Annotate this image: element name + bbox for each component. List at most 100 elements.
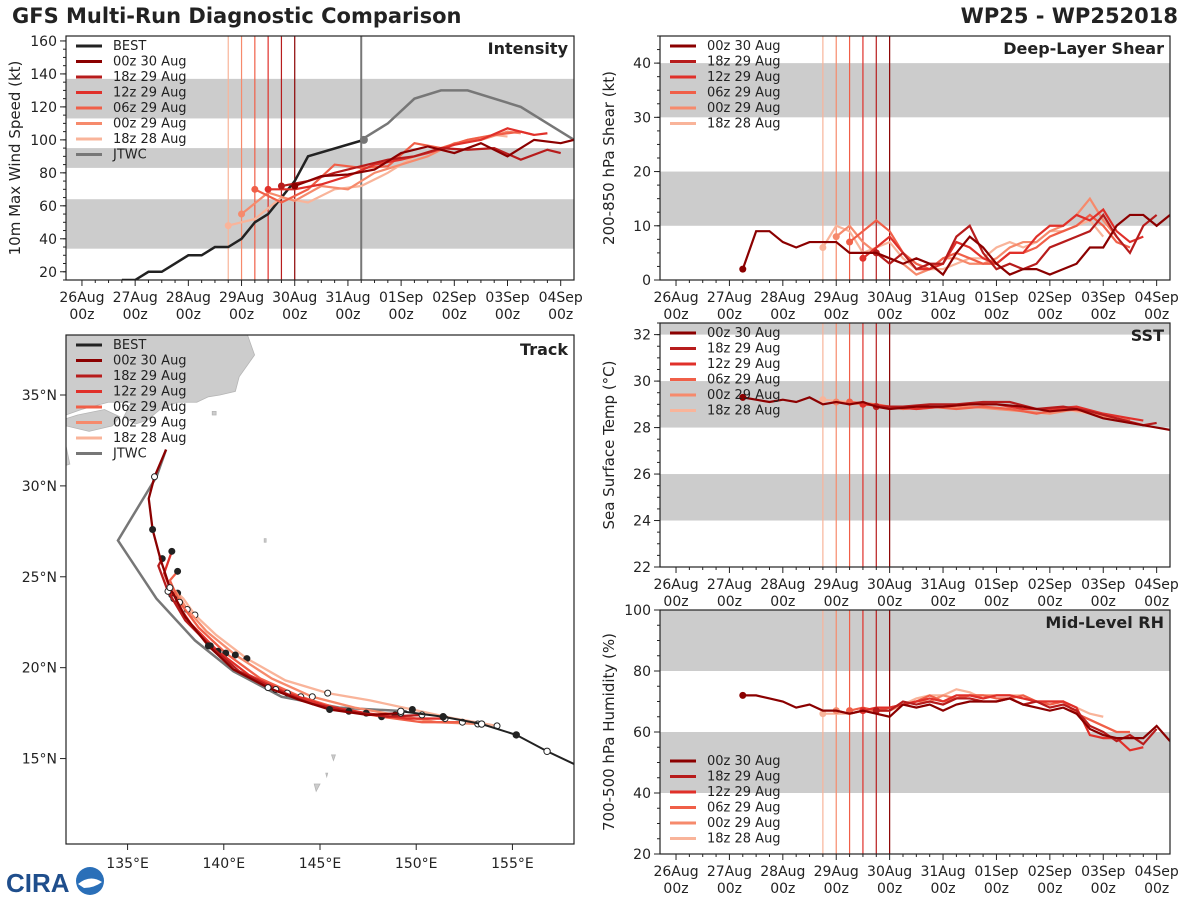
intensity-xtick-label-sub-6: 00z [389,307,414,323]
sst-legend-label-3: 06z 29 Aug [707,373,781,388]
shear-ytick-label-2: 20 [633,165,651,181]
intensity-xtick-label-5: 31Aug [325,290,370,306]
sst-xtick-label-1: 27Aug [707,577,752,593]
sst-legend-label-4: 00z 29 Aug [707,388,781,403]
shear-xtick-label-sub-1: 00z [717,307,742,323]
shear-ytick-label-1: 10 [633,219,651,235]
shear-plot-area [660,36,1170,280]
sst-xtick-label-9: 04Sep [1135,577,1179,593]
sst-ytick-label-0: 22 [633,560,651,576]
sst-xtick-label-sub-4: 00z [877,594,902,610]
rh-plot-area [660,610,1170,854]
sst-legend-label-1: 18z 29 Aug [707,342,781,357]
sst-series-2 [862,403,1144,422]
intensity-xtick-label-6: 01Sep [379,290,423,306]
shear-series-start-4 [832,233,840,241]
shear-panel: 01020304026Aug00z27Aug00z28Aug00z29Aug00… [600,35,1179,323]
shear-xtick-label-sub-5: 00z [930,307,955,323]
track-point-5-4 [324,689,332,697]
intensity-legend-label-5: 00z 29 Aug [113,117,187,132]
sst-series-start-0 [739,393,747,401]
sst-series-0 [742,396,1170,431]
shear-xtick-label-4: 30Aug [867,290,912,306]
track-point-2-10 [168,547,176,555]
intensity-series-start-2 [264,185,272,193]
intensity-ylabel: 10m Max Wind Speed (kt) [6,61,24,256]
cira-logo: CIRA [6,867,104,898]
land-2 [66,445,71,471]
sst-xtick-label-sub-1: 00z [717,594,742,610]
rh-legend-label-5: 18z 28 Aug [707,832,781,847]
rh-legend-label-3: 06z 29 Aug [707,801,781,816]
intensity-band-1 [66,148,574,168]
rh-legend-label-4: 00z 29 Aug [707,816,781,831]
track-point-0-4 [264,684,272,692]
rh-legend-label-1: 18z 29 Aug [707,770,781,785]
shear-ylabel: 200-850 hPa Shear (kt) [600,71,618,245]
track-point-0-10 [149,526,157,534]
land-4 [211,410,217,416]
shear-xtick-label-9: 04Sep [1135,290,1179,306]
intensity-legend-label-3: 12z 29 Aug [113,86,187,101]
rh-xtick-label-1: 27Aug [707,864,752,880]
track-series-3 [168,570,463,724]
shear-legend-label-2: 12z 29 Aug [707,70,781,85]
intensity-legend-label-6: 18z 28 Aug [113,132,187,147]
storm-id: WP25 - WP252018 [960,4,1178,28]
track-point-0-2 [326,705,334,713]
intensity-series-start-1 [277,182,285,190]
intensity-band-0 [66,199,574,249]
track-best-point-0 [575,763,581,769]
intensity-legend-label-1: 00z 30 Aug [113,55,187,70]
shear-xtick-label-sub-2: 00z [770,307,795,323]
intensity-xtick-label-9: 04Sep [539,290,583,306]
track-legend-label-0: BEST [113,338,146,353]
shear-band-0 [660,171,1170,226]
track-ytick-label-4: 35°N [22,388,57,404]
intensity-panel: 2040608010012014016026Aug00z27Aug00z28Au… [6,34,583,323]
rh-xtick-label-8: 03Sep [1081,864,1125,880]
figure-title: GFS Multi-Run Diagnostic Comparison [12,4,462,28]
shear-series-start-2 [859,254,867,262]
sst-xtick-label-sub-3: 00z [824,594,849,610]
intensity-xtick-label-sub-9: 00z [548,307,573,323]
track-ytick-label-0: 15°N [22,752,57,768]
track-legend-label-1: 00z 30 Aug [113,354,187,369]
shear-xtick-label-sub-4: 00z [877,307,902,323]
rh-ytick-label-0: 20 [633,847,651,863]
rh-xtick-label-sub-8: 00z [1091,881,1116,897]
intensity-xtick-label-sub-3: 00z [229,307,254,323]
track-xtick-label-3: 150°E [395,856,438,872]
intensity-ytick-label-2: 60 [39,199,57,215]
intensity-series-1 [281,146,561,188]
track-series-0 [147,449,401,717]
track-point-0-8 [166,584,174,592]
sst-xtick-label-6: 01Sep [974,577,1018,593]
shear-legend-label-3: 06z 29 Aug [707,86,781,101]
sst-band-2 [660,323,1170,335]
rh-band-1 [660,610,1170,671]
rh-xtick-label-3: 29Aug [814,864,859,880]
rh-ytick-label-3: 80 [633,664,651,680]
shear-xtick-label-sub-7: 00z [1037,307,1062,323]
rh-xtick-label-sub-5: 00z [930,881,955,897]
sst-xtick-label-sub-9: 00z [1144,594,1169,610]
sst-ytick-label-3: 28 [633,421,651,437]
rh-series-0 [742,694,1170,742]
track-legend-label-3: 12z 29 Aug [113,385,187,400]
intensity-series-start-0 [291,182,299,190]
intensity-series-start-3 [251,185,259,193]
track-best-point-1 [543,747,551,755]
shear-legend-label-5: 18z 28 Aug [707,117,781,132]
intensity-ytick-label-6: 140 [30,67,57,83]
logo-swirl-icon [78,878,102,888]
sst-ylabel: Sea Surface Temp (°C) [600,360,618,529]
sst-band-1 [660,381,1170,428]
track-xtick-label-1: 140°E [202,856,245,872]
rh-xtick-label-sub-0: 00z [663,881,688,897]
rh-xtick-label-0: 26Aug [653,864,698,880]
sst-xtick-label-2: 28Aug [760,577,805,593]
intensity-ytick-label-4: 100 [30,133,57,149]
intensity-band-2 [66,78,574,119]
